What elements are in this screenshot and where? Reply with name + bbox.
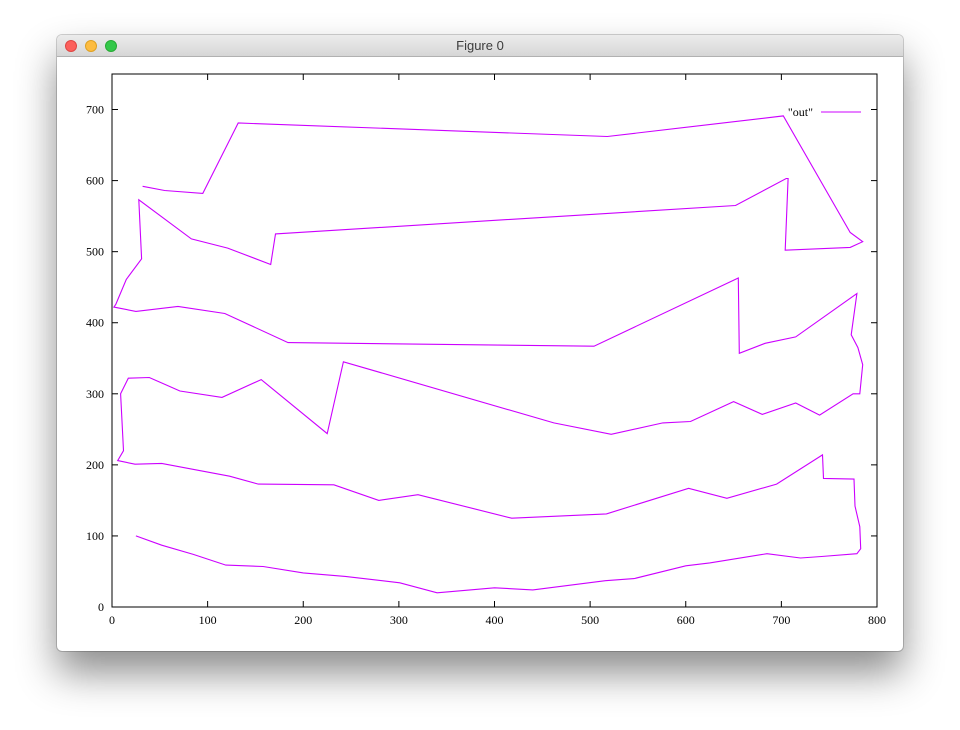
minimize-button[interactable]	[85, 40, 97, 52]
x-tick-label: 200	[294, 613, 312, 627]
title-bar[interactable]: Figure 0	[57, 35, 903, 57]
y-tick-label: 0	[98, 600, 104, 614]
y-tick-label: 500	[86, 245, 104, 259]
x-tick-label: 400	[486, 613, 504, 627]
x-tick-label: 800	[868, 613, 886, 627]
x-tick-label: 600	[677, 613, 695, 627]
legend-label: "out"	[788, 105, 813, 119]
line-chart: 0 100 200 300 400 500 600 700 800 0 100 200 300 400 50…	[86, 73, 886, 627]
y-tick-label: 600	[86, 174, 104, 188]
y-tick-label: 200	[86, 458, 104, 472]
x-tick-label: 300	[390, 613, 408, 627]
figure-window: Figure 0 0 100 200 300 400 500 600 700 800 0 100 20…	[57, 35, 903, 651]
x-tick-label: 700	[772, 613, 790, 627]
plot-frame	[111, 73, 878, 608]
x-tick-label: 0	[109, 613, 115, 627]
window-title: Figure 0	[456, 38, 504, 53]
y-tick-label: 700	[86, 103, 104, 117]
y-tick-label: 100	[86, 529, 104, 543]
close-button[interactable]	[65, 40, 77, 52]
y-tick-label: 400	[86, 316, 104, 330]
zoom-button[interactable]	[105, 40, 117, 52]
x-tick-label: 100	[199, 613, 217, 627]
series-line-out	[112, 115, 864, 594]
x-tick-label: 500	[581, 613, 599, 627]
y-tick-label: 300	[86, 387, 104, 401]
